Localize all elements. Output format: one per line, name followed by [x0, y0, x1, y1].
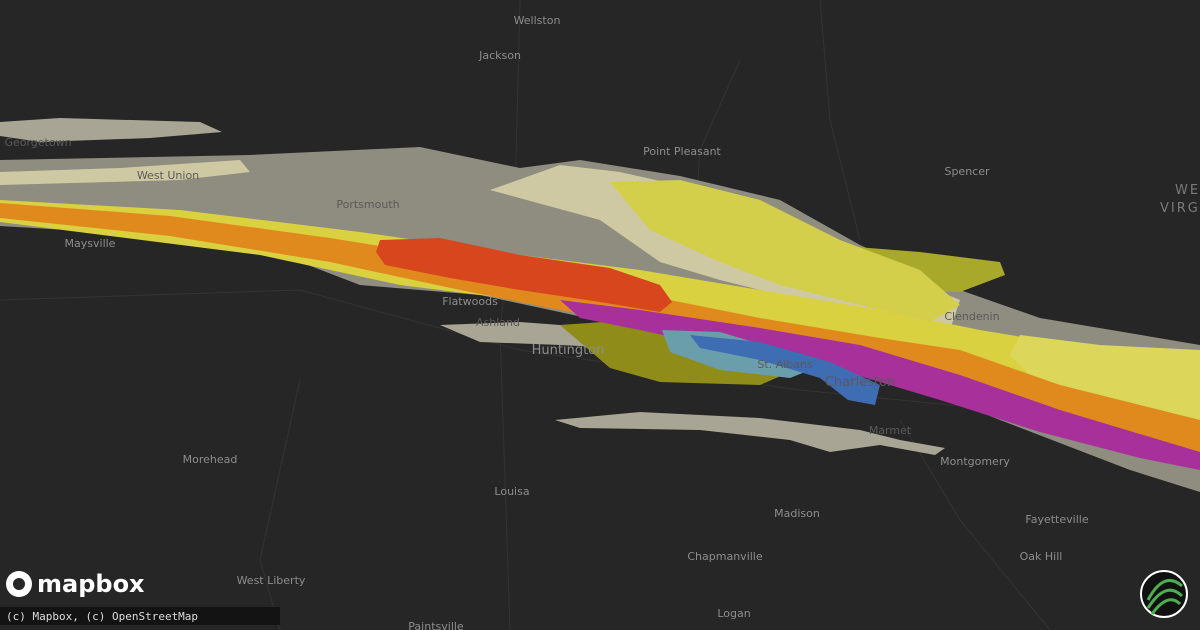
swath-cream-west [0, 160, 250, 185]
place-label: Madison [774, 507, 820, 520]
place-label: Huntington [532, 343, 605, 358]
place-label: Morehead [183, 453, 238, 466]
place-label: West Liberty [237, 574, 306, 587]
place-label: Oak Hill [1020, 550, 1063, 563]
place-label: Louisa [494, 485, 529, 498]
place-label: Charleston [825, 375, 895, 390]
attribution: (c) Mapbox, (c) OpenStreetMap [6, 610, 198, 623]
place-label: Clendenin [944, 310, 999, 323]
attribution-bg [0, 607, 280, 625]
swath-gray-south [555, 412, 945, 455]
place-label: Maysville [65, 237, 116, 250]
badge-swoosh [1146, 578, 1184, 615]
state-label: VIRGINIA [1160, 201, 1200, 216]
place-label: Ashland [476, 316, 520, 329]
place-label: Montgomery [940, 455, 1010, 468]
swath-orange [0, 203, 1200, 460]
place-label: Point Pleasant [643, 145, 721, 158]
place-label: Wellston [514, 14, 561, 27]
mapbox-logo: mapbox [6, 570, 145, 598]
logo-text: mapbox [37, 570, 145, 598]
place-label: Flatwoods [442, 295, 498, 308]
swath-yellow [0, 200, 1200, 440]
place-label: Georgetown [4, 136, 71, 149]
place-label: Fayetteville [1025, 513, 1088, 526]
place-label: Marmet [869, 424, 912, 437]
swath-red [376, 238, 672, 312]
swath-yellow-east [1010, 335, 1200, 430]
place-label: Chapmanville [687, 550, 762, 563]
place-label: Jackson [478, 49, 521, 62]
place-label: Logan [717, 607, 750, 620]
place-label: Spencer [944, 165, 990, 178]
state-label: WEST [1175, 183, 1200, 198]
swath-yellow-north [610, 180, 960, 322]
place-labels: Wellston Jackson Georgetown West Union P… [4, 14, 1200, 630]
swath-gray-north [0, 118, 222, 142]
place-label: St. Albans [757, 358, 813, 371]
place-label: West Union [137, 169, 199, 182]
logo-icon-inner [13, 578, 25, 590]
place-label: Portsmouth [336, 198, 399, 211]
brand-badge [1140, 570, 1188, 618]
swath-blue [690, 335, 880, 405]
storm-swaths [0, 118, 1200, 492]
place-label: Paintsville [408, 620, 464, 630]
